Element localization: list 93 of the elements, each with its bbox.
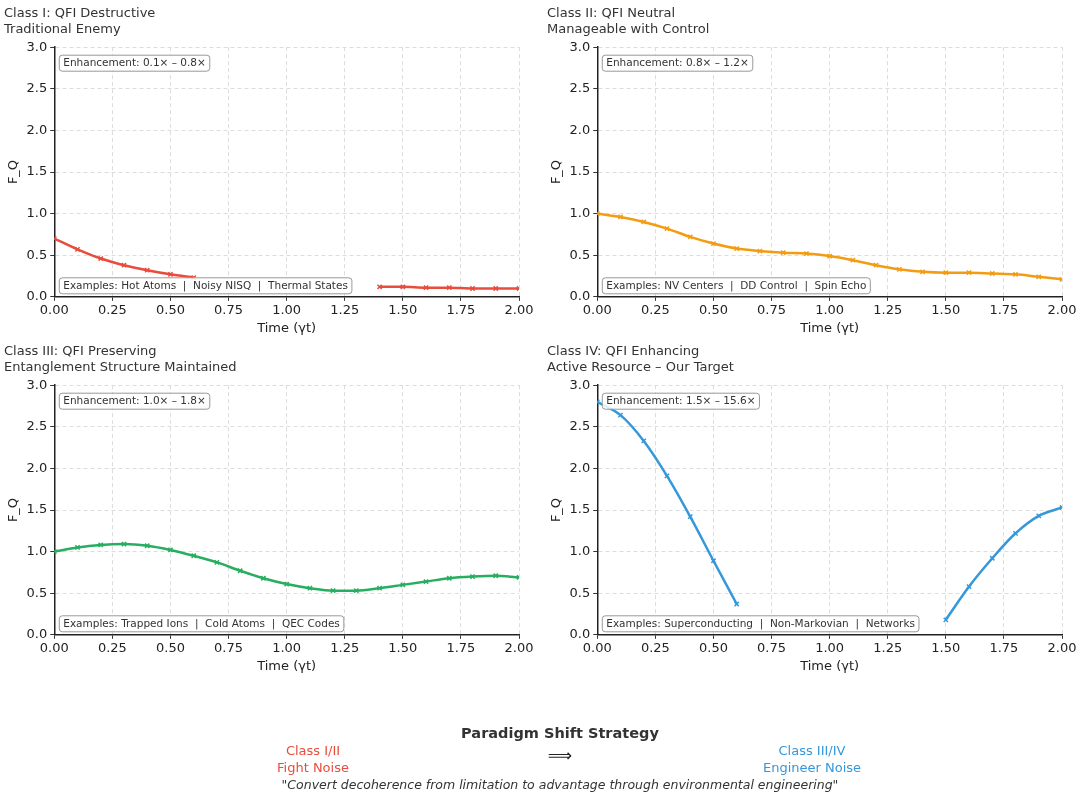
y-tick-label: 2.5	[26, 80, 48, 96]
chart-title: Class II: QFI Neutral	[547, 5, 676, 21]
annotation: Enhancement: 1.0× – 1.8×	[63, 394, 206, 407]
y-axis-title: F_Q	[548, 497, 564, 523]
y-tick-label: 2.0	[569, 459, 591, 475]
x-tick-label: 1.50	[388, 639, 418, 655]
y-tick-label: 1.5	[569, 163, 591, 179]
x-axis-title: Time (γt)	[256, 319, 317, 335]
y-tick-label: 2.5	[26, 418, 48, 434]
chart-subtitle: Active Resource – Our Target	[547, 358, 734, 374]
x-tick-label: 1.00	[815, 301, 845, 317]
x-tick-label: 0.00	[39, 301, 69, 317]
y-tick-label: 1.0	[569, 542, 591, 558]
y-tick-label: 1.5	[569, 501, 591, 517]
y-axis-title: F_Q	[548, 159, 564, 185]
y-tick-label: 1.5	[26, 501, 48, 517]
y-tick-label: 1.5	[26, 163, 48, 179]
text: Class I/II Fight Noise	[276, 742, 350, 776]
y-tick-label: 3.0	[26, 376, 48, 392]
x-tick-label: 0.50	[698, 639, 728, 655]
text: Paradigm Shift Strategy	[460, 725, 660, 742]
y-tick-label: 0.5	[26, 246, 48, 262]
x-tick-label: 0.50	[155, 301, 185, 317]
annotation: Examples: Trapped Ions | Cold Atoms | QEC Codes	[63, 617, 340, 631]
annotation: Examples: Hot Atoms | Noisy NISQ | Thermal States	[63, 279, 348, 293]
x-tick-label: 1.25	[873, 301, 903, 317]
y-tick-label: 3.0	[569, 376, 591, 392]
x-tick-label: 0.75	[757, 639, 787, 655]
y-tick-label: 0.5	[569, 584, 591, 600]
chart-subtitle: Manageable with Control	[547, 20, 710, 36]
x-axis-title: Time (γt)	[799, 319, 860, 335]
x-tick-label: 0.25	[97, 301, 127, 317]
x-tick-label: 1.50	[931, 639, 961, 655]
y-tick-label: 2.5	[569, 418, 591, 434]
chart-title: Class IV: QFI Enhancing	[547, 343, 700, 359]
x-tick-label: 0.75	[214, 301, 244, 317]
x-tick-label: 0.50	[698, 301, 728, 317]
annotation: Examples: Superconducting | Non-Markovian | Networks	[606, 617, 915, 631]
y-tick-label: 0.0	[569, 288, 591, 304]
x-tick-label: 2.00	[504, 301, 534, 317]
x-tick-label: 1.00	[815, 639, 845, 655]
y-tick-label: 0.5	[569, 246, 591, 262]
x-tick-label: 1.50	[931, 301, 961, 317]
x-tick-label: 1.50	[388, 301, 418, 317]
text: Class III/IV Engineer Noise	[761, 742, 863, 776]
x-axis-title: Time (γt)	[799, 657, 860, 673]
text: ⟹	[546, 745, 574, 765]
y-tick-label: 1.0	[569, 204, 591, 220]
x-tick-label: 1.75	[446, 639, 476, 655]
y-axis-title: F_Q	[5, 159, 21, 185]
y-tick-label: 2.0	[26, 121, 48, 137]
x-tick-label: 1.75	[446, 301, 476, 317]
chart-title: Class III: QFI Preserving	[4, 343, 157, 359]
y-tick-label: 0.0	[26, 288, 48, 304]
annotation: Enhancement: 0.8× – 1.2×	[606, 56, 749, 69]
x-tick-label: 0.00	[39, 639, 69, 655]
x-tick-label: 0.25	[97, 639, 127, 655]
x-tick-label: 1.75	[989, 639, 1019, 655]
y-tick-label: 2.5	[569, 80, 591, 96]
x-tick-label: 0.75	[214, 639, 244, 655]
x-tick-label: 0.50	[155, 639, 185, 655]
x-tick-label: 0.00	[582, 301, 612, 317]
x-tick-label: 0.75	[757, 301, 787, 317]
y-tick-label: 0.0	[26, 626, 48, 642]
annotation: Examples: NV Centers | DD Control | Spin Echo	[606, 279, 867, 293]
y-axis-title: F_Q	[5, 497, 21, 523]
x-tick-label: 2.00	[504, 639, 534, 655]
x-tick-label: 0.25	[640, 301, 670, 317]
y-tick-label: 1.0	[26, 204, 48, 220]
x-tick-label: 2.00	[1047, 639, 1077, 655]
x-tick-label: 0.00	[582, 639, 612, 655]
x-tick-label: 2.00	[1047, 301, 1077, 317]
x-tick-label: 1.00	[272, 639, 302, 655]
x-axis-title: Time (γt)	[256, 657, 317, 673]
x-tick-label: 1.25	[330, 301, 360, 317]
y-tick-label: 3.0	[26, 38, 48, 54]
chart-subtitle: Entanglement Structure Maintained	[4, 358, 237, 374]
chart-title: Class I: QFI Destructive	[4, 5, 156, 21]
y-tick-label: 3.0	[569, 38, 591, 54]
x-tick-label: 1.25	[330, 639, 360, 655]
x-tick-label: 1.75	[989, 301, 1019, 317]
x-tick-label: 1.25	[873, 639, 903, 655]
text: "Convert decoherence from limitation to advantage through environmental engineering"	[280, 776, 840, 793]
y-tick-label: 1.0	[26, 542, 48, 558]
annotation: Enhancement: 0.1× – 0.8×	[63, 56, 206, 69]
annotation: Enhancement: 1.5× – 15.6×	[606, 394, 756, 407]
y-tick-label: 0.0	[569, 626, 591, 642]
x-tick-label: 1.00	[272, 301, 302, 317]
x-tick-label: 0.25	[640, 639, 670, 655]
y-tick-label: 2.0	[26, 459, 48, 475]
chart-subtitle: Traditional Enemy	[3, 20, 121, 36]
y-tick-label: 0.5	[26, 584, 48, 600]
y-tick-label: 2.0	[569, 121, 591, 137]
